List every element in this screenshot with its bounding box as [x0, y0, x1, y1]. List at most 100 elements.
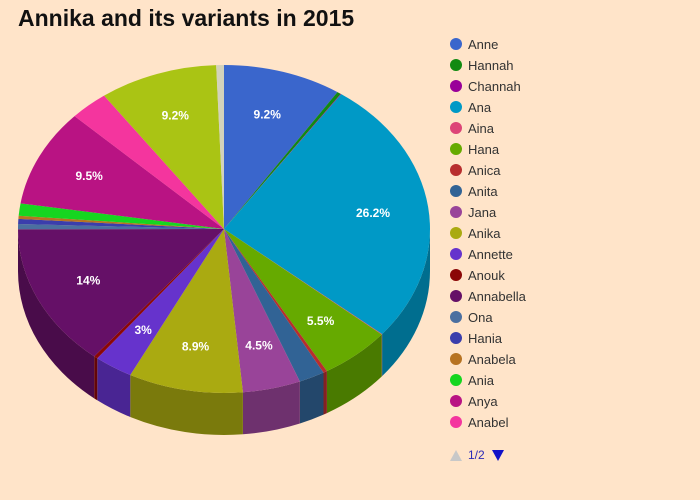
slice-label: 9.2%	[254, 107, 282, 121]
legend-pager: 1/2	[450, 448, 504, 462]
pie-slice-slice-20[interactable]	[216, 65, 224, 229]
legend-item-anya[interactable]: Anya	[450, 392, 498, 410]
pie-side-jana	[242, 381, 300, 435]
legend-label: Anne	[468, 36, 499, 52]
pie-slice-aina[interactable]	[224, 229, 383, 335]
legend-label: Jana	[468, 204, 497, 220]
legend-label: Ona	[468, 309, 493, 325]
legend-label: Aina	[468, 120, 495, 136]
legend-item-hannah[interactable]: Hannah	[450, 56, 514, 74]
prev-page-icon[interactable]	[450, 449, 462, 461]
legend-label: Annette	[468, 246, 513, 262]
legend-item-hania[interactable]: Hania	[450, 329, 502, 347]
slice-label: 4.5%	[245, 338, 273, 352]
legend-item-anouk[interactable]: Anouk	[450, 266, 505, 284]
legend-item-anika[interactable]: Anika	[450, 224, 501, 242]
slice-label: 5.5%	[307, 314, 335, 328]
pie-slice-anika[interactable]	[130, 229, 243, 393]
pie-side-anita	[299, 372, 324, 424]
pie-side-ana	[382, 229, 430, 377]
pie-slice-hania[interactable]	[18, 218, 224, 229]
legend-item-channah[interactable]: Channah	[450, 77, 521, 95]
legend-swatch	[450, 374, 462, 386]
pie-slice-anabel[interactable]	[74, 95, 224, 229]
chart-title: Annika and its variants in 2015	[18, 5, 355, 31]
pie-slice-annabella[interactable]	[18, 229, 224, 357]
legend-swatch	[450, 395, 462, 407]
pie-side-anika	[130, 375, 243, 435]
legend-label: Annabella	[468, 288, 526, 304]
pie-slice-hannah[interactable]	[224, 92, 341, 230]
legend-label: Anouk	[468, 267, 505, 283]
pie-slice-anabela[interactable]	[18, 215, 224, 229]
legend-item-anne[interactable]: Anne	[450, 35, 498, 53]
legend-swatch	[450, 248, 462, 260]
legend-swatch	[450, 185, 462, 197]
pie-side-annabella	[18, 229, 95, 399]
pie-slice-slice-19[interactable]	[104, 65, 224, 229]
slice-label: 8.9%	[182, 340, 210, 354]
pie-slice-anita[interactable]	[224, 229, 324, 382]
legend-label: Anya	[468, 393, 498, 409]
pie-side-hana	[326, 334, 382, 414]
legend-label: Ania	[468, 372, 495, 388]
legend-label: Ana	[468, 99, 492, 115]
pie-slice-annette[interactable]	[97, 229, 224, 376]
legend-label: Hana	[468, 141, 500, 157]
pie-slice-ania[interactable]	[18, 203, 225, 229]
legend-item-aina[interactable]: Aina	[450, 119, 494, 137]
legend-swatch	[450, 164, 462, 176]
legend-swatch	[450, 353, 462, 365]
legend-label: Channah	[468, 78, 521, 94]
legend-label: Anita	[468, 183, 498, 199]
legend-item-ana[interactable]: Ana	[450, 98, 491, 116]
legend-item-anica[interactable]: Anica	[450, 161, 501, 179]
legend-swatch	[450, 143, 462, 155]
legend-swatch	[450, 290, 462, 302]
pie-slice-channah[interactable]	[224, 93, 342, 229]
slice-label: 9.2%	[162, 109, 190, 123]
legend-label: Hannah	[468, 57, 514, 73]
pie-slice-anica[interactable]	[224, 229, 327, 373]
legend-item-hana[interactable]: Hana	[450, 140, 499, 158]
pie-slice-anya[interactable]	[20, 116, 224, 229]
pie-side-anica	[323, 371, 327, 415]
legend-swatch	[450, 38, 462, 50]
legend-item-anita[interactable]: Anita	[450, 182, 498, 200]
legend-item-ania[interactable]: Ania	[450, 371, 494, 389]
legend-swatch	[450, 227, 462, 239]
legend-swatch	[450, 101, 462, 113]
legend-item-annette[interactable]: Annette	[450, 245, 513, 263]
legend-swatch	[450, 311, 462, 323]
pie-slice-jana[interactable]	[224, 229, 300, 393]
pie-slice-hana[interactable]	[224, 229, 382, 372]
pie-slice-anouk[interactable]	[94, 229, 225, 359]
pie-slice-anne[interactable]	[224, 65, 338, 229]
slice-label: 26.2%	[356, 206, 390, 220]
legend-item-anabela[interactable]: Anabela	[450, 350, 516, 368]
legend-swatch	[450, 122, 462, 134]
legend-item-jana[interactable]: Jana	[450, 203, 496, 221]
legend-item-anabel[interactable]: Anabel	[450, 413, 508, 431]
legend-item-annabella[interactable]: Annabella	[450, 287, 526, 305]
slice-label: 9.5%	[75, 169, 103, 183]
legend-item-ona[interactable]: Ona	[450, 308, 493, 326]
legend-swatch	[450, 332, 462, 344]
legend-swatch	[450, 416, 462, 428]
legend-swatch	[450, 269, 462, 281]
pie-slice-ana[interactable]	[224, 94, 430, 335]
legend-label: Anika	[468, 225, 501, 241]
legend-swatch	[450, 80, 462, 92]
page-indicator: 1/2	[468, 448, 485, 462]
pie-slice-ona[interactable]	[17, 224, 224, 230]
next-page-icon[interactable]	[491, 449, 504, 461]
pie-side-annette	[97, 358, 131, 418]
slice-label: 14%	[76, 274, 100, 288]
pie-side-anouk	[94, 356, 98, 401]
slice-label: 3%	[135, 323, 153, 337]
legend-label: Hania	[468, 330, 502, 346]
legend-label: Anabela	[468, 351, 516, 367]
legend-swatch	[450, 206, 462, 218]
legend-swatch	[450, 59, 462, 71]
